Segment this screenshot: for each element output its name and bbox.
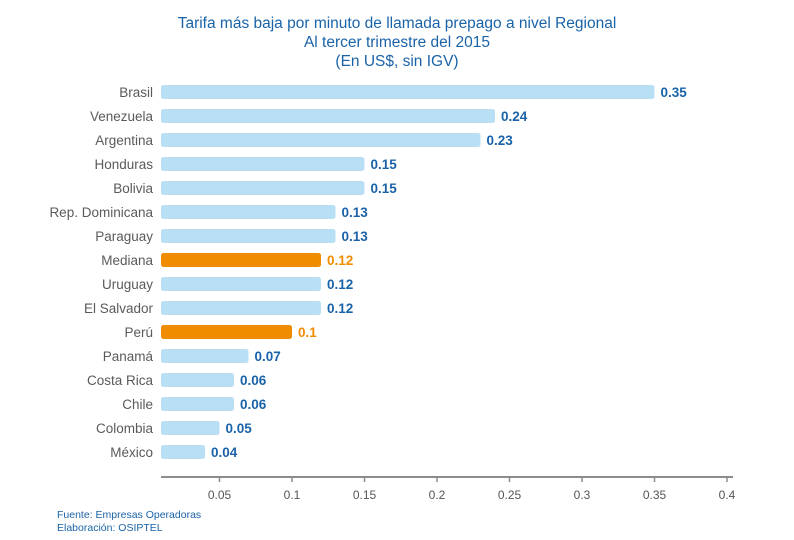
category-label-honduras: Honduras (94, 157, 153, 172)
value-label-el-salvador: 0.12 (327, 301, 353, 316)
category-label-uruguay: Uruguay (102, 277, 153, 292)
x-tick-label-0-05: 0.05 (208, 488, 232, 502)
bar-mediana (161, 253, 321, 267)
bar-rep-dominicana (161, 205, 336, 219)
category-label-el-salvador: El Salvador (84, 301, 154, 316)
value-label-panama: 0.07 (255, 349, 281, 364)
category-label-paraguay: Paraguay (95, 229, 153, 244)
bar-bolivia (161, 181, 365, 195)
x-tick-label-0-4: 0.4 (719, 488, 736, 502)
bar-mexico (161, 445, 205, 459)
x-tick-label-0-2: 0.2 (429, 488, 446, 502)
source-note: Fuente: Empresas Operadoras (57, 509, 202, 521)
value-label-venezuela: 0.24 (501, 109, 528, 124)
category-label-costa-rica: Costa Rica (87, 373, 154, 388)
value-label-peru: 0.1 (298, 325, 317, 340)
chart-title-block: Tarifa más baja por minuto de llamada pr… (0, 14, 794, 71)
value-label-rep-dominicana: 0.13 (342, 205, 369, 220)
value-label-mexico: 0.04 (211, 445, 238, 460)
value-label-honduras: 0.15 (371, 157, 398, 172)
category-label-rep-dominicana: Rep. Dominicana (49, 205, 153, 220)
credit-note: Elaboración: OSIPTEL (57, 522, 163, 534)
category-label-brasil: Brasil (119, 85, 153, 100)
value-label-bolivia: 0.15 (371, 181, 398, 196)
category-label-mexico: México (110, 445, 153, 460)
value-label-mediana: 0.12 (327, 253, 353, 268)
value-label-chile: 0.06 (240, 397, 267, 412)
category-label-panama: Panamá (103, 349, 154, 364)
bar-peru (161, 325, 292, 339)
bar-costa-rica (161, 373, 234, 387)
bar-colombia (161, 421, 220, 435)
chart-footer: Fuente: Empresas Operadoras Elaboración:… (57, 509, 201, 535)
category-label-bolivia: Bolivia (113, 181, 153, 196)
value-label-colombia: 0.05 (226, 421, 253, 436)
chart-subtitle-units: (En US$, sin IGV) (335, 53, 459, 70)
value-label-costa-rica: 0.06 (240, 373, 267, 388)
bar-venezuela (161, 109, 495, 123)
bar-argentina (161, 133, 481, 147)
category-label-colombia: Colombia (96, 421, 154, 436)
category-label-mediana: Mediana (101, 253, 153, 268)
value-label-argentina: 0.23 (487, 133, 514, 148)
value-label-uruguay: 0.12 (327, 277, 353, 292)
value-label-brasil: 0.35 (661, 85, 688, 100)
chart-title: Tarifa más baja por minuto de llamada pr… (177, 15, 617, 32)
x-tick-label-0-3: 0.3 (574, 488, 591, 502)
bar-el-salvador (161, 301, 321, 315)
bar-chile (161, 397, 234, 411)
chart-subtitle: Al tercer trimestre del 2015 (303, 34, 491, 51)
x-tick-label-0-1: 0.1 (284, 488, 301, 502)
bar-panama (161, 349, 249, 363)
category-label-peru: Perú (124, 325, 153, 340)
x-tick-label-0-15: 0.15 (353, 488, 377, 502)
x-tick-label-0-35: 0.35 (643, 488, 667, 502)
bar-brasil (161, 85, 655, 99)
value-label-paraguay: 0.13 (342, 229, 369, 244)
category-label-venezuela: Venezuela (90, 109, 154, 124)
category-label-chile: Chile (122, 397, 153, 412)
x-tick-label-0-25: 0.25 (498, 488, 522, 502)
bar-paraguay (161, 229, 336, 243)
category-label-argentina: Argentina (95, 133, 153, 148)
bar-honduras (161, 157, 365, 171)
bar-uruguay (161, 277, 321, 291)
